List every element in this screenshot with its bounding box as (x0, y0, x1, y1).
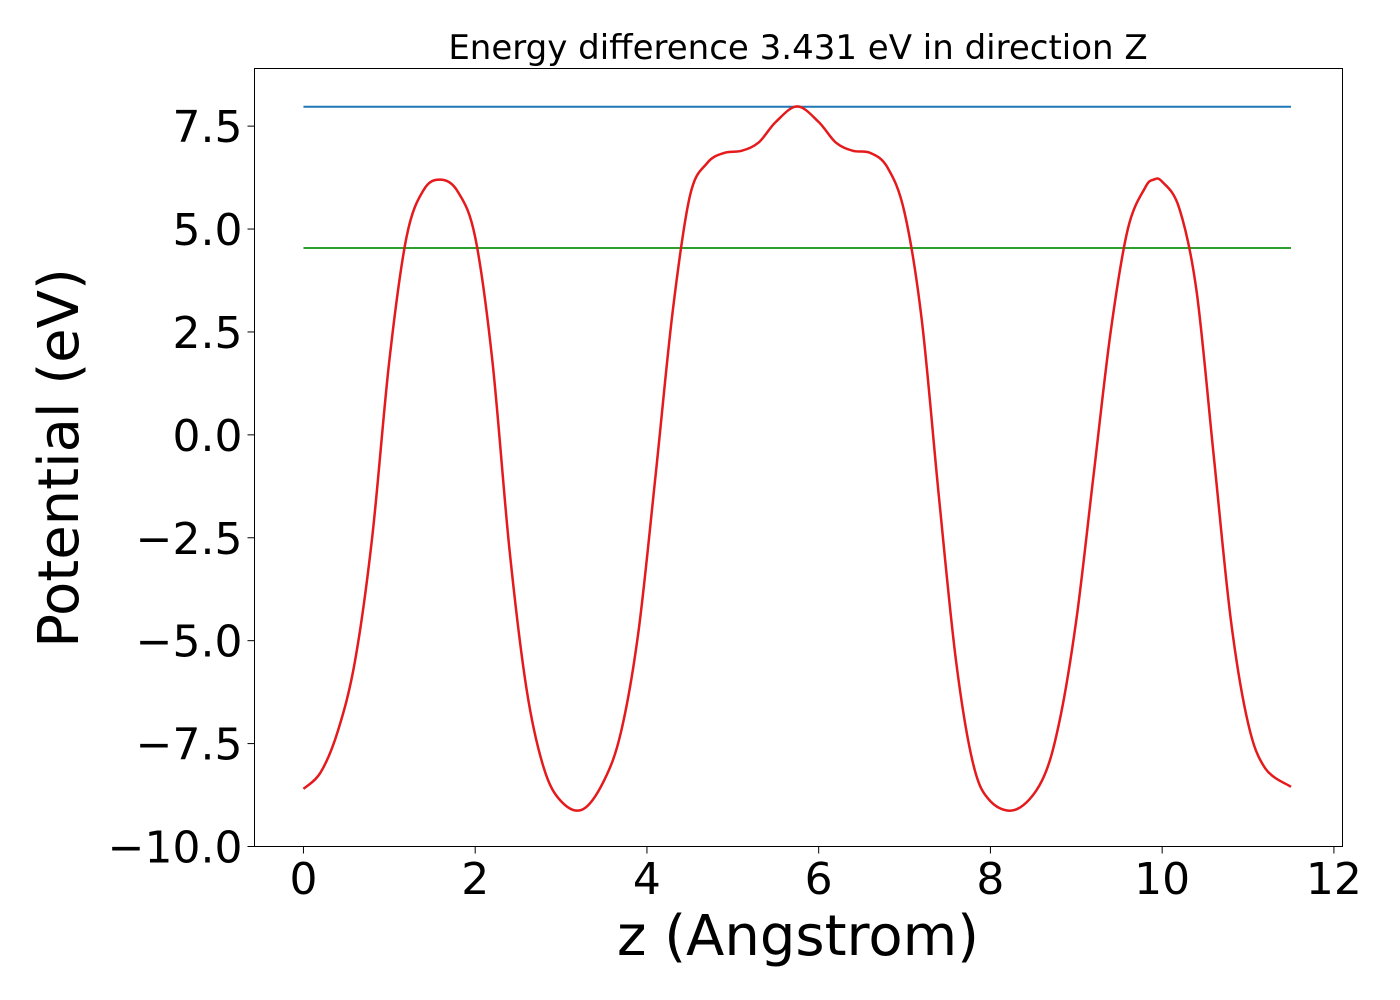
x-axis-label: z (Angstrom) (617, 904, 979, 969)
y-axis-ticks: −10.0 −7.5 −5.0 −2.5 0.0 2.5 5.0 7.5 (108, 102, 255, 874)
x-axis-ticks: 0 2 4 6 8 10 12 (289, 846, 1362, 905)
series-line-planar-averaged-potential (302, 105, 1292, 812)
x-tick-label: 10 (1134, 854, 1190, 905)
y-tick-label: −2.5 (136, 514, 243, 565)
x-tick-label: 6 (805, 854, 833, 905)
y-tick-label: 2.5 (173, 308, 243, 359)
y-tick-label: −5.0 (136, 617, 243, 668)
series-lines (302, 105, 1292, 812)
y-tick-label: 7.5 (173, 102, 243, 153)
x-tick-label: 12 (1306, 854, 1362, 905)
x-tick-label: 2 (461, 854, 489, 905)
plot-area (254, 68, 1343, 847)
y-tick-label: 0.0 (173, 411, 243, 462)
y-axis-label: Potential (eV) (27, 268, 92, 648)
x-tick-label: 4 (633, 854, 661, 905)
chart-title: Energy difference 3.431 eV in direction … (448, 28, 1147, 68)
y-tick-label: 5.0 (173, 205, 243, 256)
x-tick-label: 0 (289, 854, 317, 905)
x-tick-label: 8 (976, 854, 1004, 905)
y-tick-label: −10.0 (108, 823, 243, 874)
y-tick-label: −7.5 (136, 720, 243, 771)
